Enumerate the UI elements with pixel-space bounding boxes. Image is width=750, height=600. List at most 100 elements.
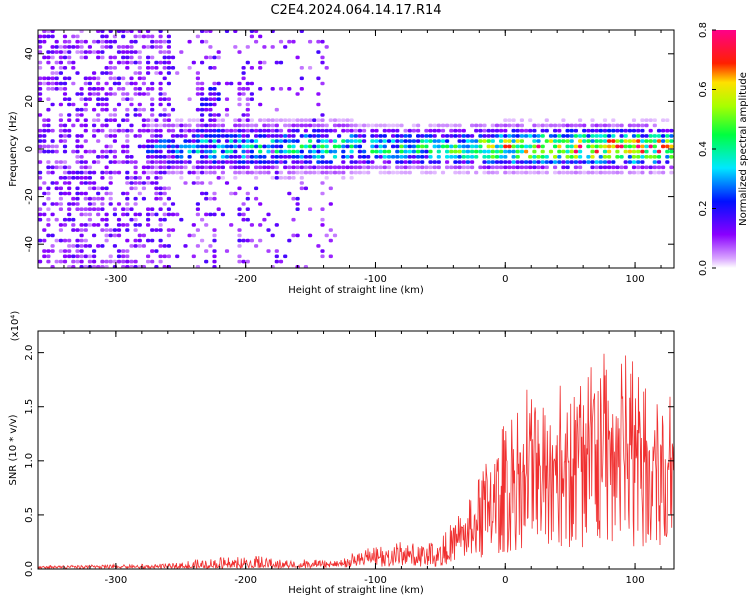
heatmap-cell xyxy=(87,92,92,96)
heatmap-cell xyxy=(200,144,205,149)
heatmap-cell xyxy=(403,160,408,164)
heatmap-cell xyxy=(195,202,200,206)
heatmap-cell xyxy=(382,123,387,128)
heatmap-cell xyxy=(540,165,545,170)
heatmap-cell xyxy=(607,139,612,143)
heatmap-cell xyxy=(312,155,317,159)
heatmap-cell xyxy=(121,212,126,217)
heatmap-cell xyxy=(208,196,213,201)
heatmap-cell xyxy=(166,118,171,122)
heatmap-cell xyxy=(83,97,88,101)
heatmap-cell xyxy=(79,223,84,227)
heatmap-cell xyxy=(611,134,616,138)
heatmap-cell xyxy=(241,76,246,81)
heatmap-cell xyxy=(166,113,171,117)
heatmap-cell xyxy=(79,160,84,164)
heatmap-cell xyxy=(357,160,362,164)
heatmap-cell xyxy=(295,202,300,206)
heatmap-cell xyxy=(283,254,288,259)
heatmap-cell xyxy=(71,196,76,201)
heatmap-cell xyxy=(515,155,520,159)
heatmap-cell xyxy=(648,155,653,159)
heatmap-cell xyxy=(100,71,105,75)
heatmap-cell xyxy=(453,160,458,164)
heatmap-cell xyxy=(366,123,371,128)
heatmap-cell xyxy=(465,144,470,149)
heatmap-cell xyxy=(233,123,238,128)
heatmap-cell xyxy=(374,155,379,159)
heatmap-cell xyxy=(362,165,367,170)
heatmap-cell xyxy=(154,66,159,70)
heatmap-cell xyxy=(499,128,504,133)
heatmap-cell xyxy=(249,118,254,122)
heatmap-cell xyxy=(578,134,583,138)
heatmap-cell xyxy=(607,134,612,138)
heatmap-cell xyxy=(511,139,516,143)
heatmap-cell xyxy=(665,128,670,133)
heatmap-cell xyxy=(87,254,92,259)
heatmap-cell xyxy=(640,144,645,149)
heatmap-cell xyxy=(125,254,130,259)
heatmap-cell xyxy=(320,139,325,143)
heatmap-cell xyxy=(241,259,246,264)
heatmap-cell xyxy=(391,123,396,128)
heatmap-cell xyxy=(565,160,570,164)
heatmap-cell xyxy=(87,50,92,54)
heatmap-cell xyxy=(607,123,612,128)
heatmap-cell xyxy=(67,249,72,253)
heatmap-cell xyxy=(58,128,63,133)
heatmap-cell xyxy=(75,207,80,211)
heatmap-cell xyxy=(87,76,92,81)
heatmap-cell xyxy=(416,160,421,164)
heatmap-cell xyxy=(341,118,346,122)
heatmap-cell xyxy=(370,123,375,128)
heatmap-cell xyxy=(38,238,43,243)
heatmap-cell xyxy=(166,244,171,248)
heatmap-cell xyxy=(125,144,130,149)
heatmap-cell xyxy=(154,39,159,44)
heatmap-cell xyxy=(116,128,122,133)
heatmap-cell xyxy=(328,128,333,133)
heatmap-cell xyxy=(83,223,88,227)
heatmap-cell xyxy=(46,55,51,60)
heatmap-cell xyxy=(320,55,325,60)
heatmap-cell xyxy=(108,92,113,96)
heatmap-cell xyxy=(266,128,271,133)
heatmap-cell xyxy=(503,170,508,175)
heatmap-cell xyxy=(565,134,570,138)
heatmap-cell xyxy=(200,139,205,143)
heatmap-cell xyxy=(316,128,321,133)
heatmap-cell xyxy=(158,97,163,101)
heatmap-cell xyxy=(374,165,379,170)
heatmap-cell xyxy=(474,144,479,149)
heatmap-cell xyxy=(233,191,238,196)
heatmap-cell xyxy=(436,139,441,143)
x-tick-label: -200 xyxy=(234,575,257,586)
heatmap-cell xyxy=(133,212,138,217)
heatmap-cell xyxy=(370,149,375,154)
heatmap-cell xyxy=(515,128,520,133)
heatmap-cell xyxy=(191,165,196,170)
heatmap-cell xyxy=(108,176,113,180)
heatmap-cell xyxy=(108,66,113,70)
chart-title: C2E4.2024.064.14.17.R14 xyxy=(270,3,441,18)
heatmap-cell xyxy=(133,244,138,248)
heatmap-cell xyxy=(557,170,562,175)
heatmap-cell xyxy=(100,217,105,222)
heatmap-cell xyxy=(62,176,68,180)
heatmap-cell xyxy=(112,118,117,122)
heatmap-cell xyxy=(96,139,101,143)
heatmap-cell xyxy=(146,259,151,264)
heatmap-cell xyxy=(166,97,171,101)
heatmap-cell xyxy=(278,134,284,138)
heatmap-cell xyxy=(195,139,200,143)
heatmap-cell xyxy=(274,170,279,175)
heatmap-cell xyxy=(274,259,279,264)
heatmap-cell xyxy=(611,139,616,143)
heatmap-cell xyxy=(195,149,200,154)
heatmap-cell xyxy=(191,118,196,122)
heatmap-cell xyxy=(170,139,176,143)
heatmap-cell xyxy=(665,155,670,159)
heatmap-cell xyxy=(146,66,151,70)
heatmap-cell xyxy=(141,265,146,268)
